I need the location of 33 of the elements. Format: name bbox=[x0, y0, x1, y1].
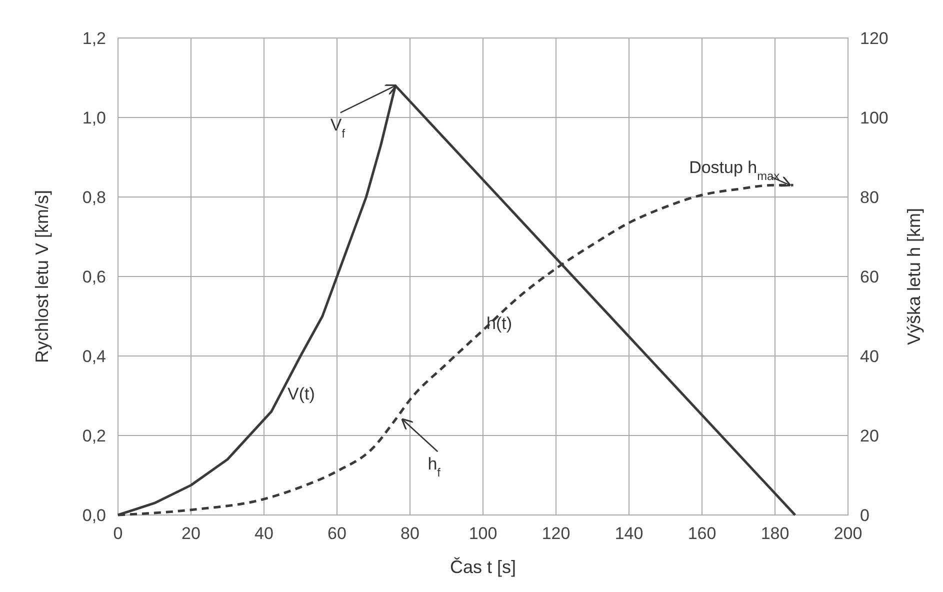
y2-tick-label: 120 bbox=[860, 29, 888, 48]
y2-axis-title: Výška letu h [km] bbox=[904, 208, 924, 346]
annotation: V$_{f}$ bbox=[330, 116, 346, 141]
y2-tick-label: 80 bbox=[860, 188, 879, 207]
y2-tick-label: 20 bbox=[860, 426, 879, 446]
x-tick-label: 100 bbox=[468, 524, 498, 543]
series-label: h(t) bbox=[486, 314, 512, 333]
x-tick-label: 140 bbox=[614, 524, 644, 543]
x-tick-label: 0 bbox=[113, 524, 123, 543]
y-tick-label: 1,2 bbox=[82, 29, 106, 48]
y-tick-label: 1,0 bbox=[82, 108, 106, 128]
y-tick-label: 0,4 bbox=[82, 347, 106, 366]
y-tick-label: 0,6 bbox=[82, 268, 106, 286]
annotation: Dostup h$_{max}$ bbox=[689, 158, 780, 184]
x-axis-title: Čas t [s] bbox=[450, 557, 516, 577]
y-tick-label: 0,2 bbox=[82, 426, 106, 446]
x-tick-label: 120 bbox=[542, 524, 570, 543]
annotation: h$_{f}$ bbox=[428, 454, 442, 480]
y-axis-title: Rychlost letu V [km/s] bbox=[32, 190, 52, 364]
x-tick-label: 160 bbox=[688, 524, 716, 543]
y2-tick-label: 0 bbox=[860, 506, 870, 525]
y2-tick-label: 40 bbox=[860, 347, 879, 366]
series-label: V(t) bbox=[288, 384, 315, 404]
x-tick-label: 80 bbox=[400, 524, 420, 543]
x-tick-label: 180 bbox=[760, 524, 790, 543]
y2-tick-label: 100 bbox=[860, 108, 888, 128]
y-tick-label: 0,8 bbox=[82, 188, 106, 207]
x-tick-label: 200 bbox=[834, 524, 862, 543]
x-tick-label: 40 bbox=[254, 524, 274, 543]
y-tick-label: 0,0 bbox=[82, 506, 106, 525]
y2-tick-label: 60 bbox=[860, 268, 879, 286]
x-tick-label: 60 bbox=[328, 524, 346, 543]
x-tick-label: 20 bbox=[182, 524, 200, 543]
